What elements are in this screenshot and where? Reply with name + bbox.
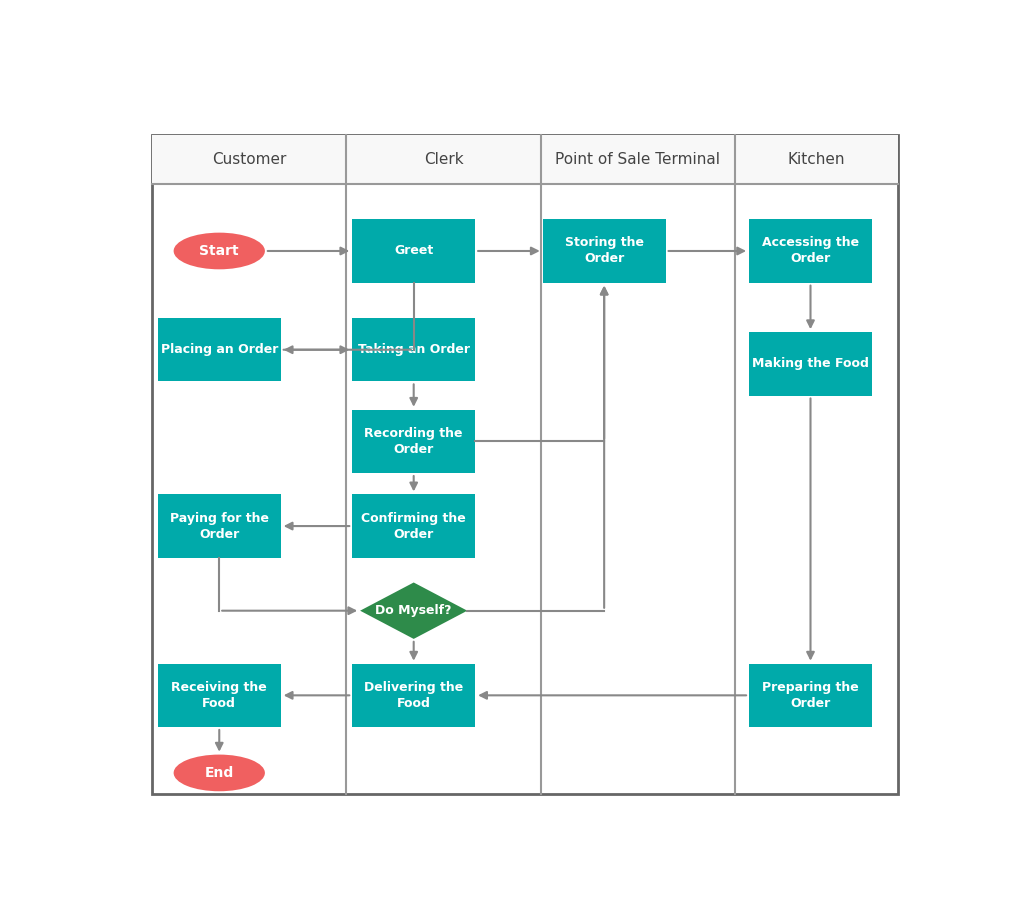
Text: Making the Food: Making the Food: [752, 357, 869, 370]
Text: Placing an Order: Placing an Order: [161, 344, 278, 356]
Text: End: End: [205, 766, 233, 780]
Text: Clerk: Clerk: [424, 152, 463, 167]
FancyBboxPatch shape: [543, 219, 666, 283]
FancyBboxPatch shape: [352, 663, 475, 727]
Text: Taking an Order: Taking an Order: [357, 344, 470, 356]
Text: Delivering the
Food: Delivering the Food: [365, 681, 463, 710]
FancyBboxPatch shape: [749, 663, 872, 727]
Text: Recording the
Order: Recording the Order: [365, 427, 463, 456]
Text: Confirming the
Order: Confirming the Order: [361, 511, 466, 540]
Text: Receiving the
Food: Receiving the Food: [171, 681, 267, 710]
Text: Paying for the
Order: Paying for the Order: [170, 511, 268, 540]
FancyBboxPatch shape: [352, 409, 475, 474]
Text: Start: Start: [200, 244, 239, 258]
FancyBboxPatch shape: [749, 333, 872, 396]
Text: Accessing the
Order: Accessing the Order: [762, 236, 859, 266]
FancyBboxPatch shape: [352, 318, 475, 381]
FancyBboxPatch shape: [352, 219, 475, 283]
FancyBboxPatch shape: [158, 495, 281, 558]
Text: Preparing the
Order: Preparing the Order: [762, 681, 859, 710]
FancyBboxPatch shape: [352, 495, 475, 558]
FancyBboxPatch shape: [158, 318, 281, 381]
Text: Point of Sale Terminal: Point of Sale Terminal: [555, 152, 721, 167]
Text: Customer: Customer: [212, 152, 287, 167]
Text: Kitchen: Kitchen: [787, 152, 845, 167]
Text: Do Myself?: Do Myself?: [376, 605, 452, 617]
Text: Storing the
Order: Storing the Order: [564, 236, 644, 266]
Ellipse shape: [174, 233, 265, 269]
Text: Greet: Greet: [394, 245, 433, 257]
FancyBboxPatch shape: [749, 219, 872, 283]
Polygon shape: [360, 583, 467, 639]
Bar: [152, 135, 898, 184]
FancyBboxPatch shape: [158, 663, 281, 727]
Ellipse shape: [174, 755, 265, 791]
